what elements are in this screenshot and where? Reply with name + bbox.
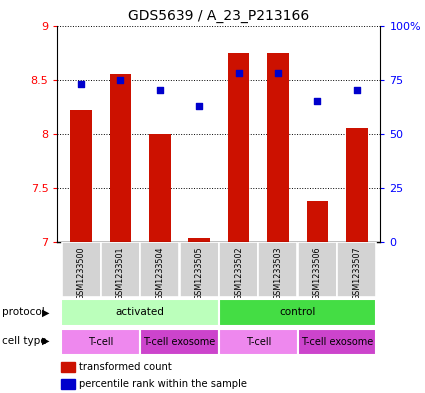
Bar bbox=[228, 53, 249, 242]
Bar bbox=[61, 378, 75, 389]
Text: T-cell: T-cell bbox=[88, 336, 113, 347]
Bar bbox=[70, 110, 92, 242]
Text: protocol: protocol bbox=[2, 307, 45, 318]
Text: GSM1233502: GSM1233502 bbox=[234, 247, 243, 300]
Text: GSM1233507: GSM1233507 bbox=[352, 247, 361, 300]
Text: activated: activated bbox=[116, 307, 164, 317]
FancyBboxPatch shape bbox=[219, 242, 258, 297]
Bar bbox=[306, 200, 328, 242]
Text: ▶: ▶ bbox=[42, 307, 49, 318]
Point bbox=[235, 70, 242, 76]
Point bbox=[117, 76, 124, 83]
Point bbox=[78, 81, 85, 87]
Bar bbox=[61, 362, 75, 372]
FancyBboxPatch shape bbox=[180, 242, 219, 297]
Text: GSM1233500: GSM1233500 bbox=[76, 247, 85, 300]
Text: GSM1233505: GSM1233505 bbox=[195, 247, 204, 300]
FancyBboxPatch shape bbox=[61, 299, 219, 326]
FancyBboxPatch shape bbox=[101, 242, 140, 297]
Text: transformed count: transformed count bbox=[79, 362, 172, 372]
Text: GSM1233506: GSM1233506 bbox=[313, 247, 322, 300]
Text: T-cell exosome: T-cell exosome bbox=[143, 336, 215, 347]
FancyBboxPatch shape bbox=[61, 329, 140, 354]
FancyBboxPatch shape bbox=[337, 242, 376, 297]
Text: cell type: cell type bbox=[2, 336, 47, 346]
Point bbox=[314, 98, 321, 104]
Text: control: control bbox=[280, 307, 316, 317]
Text: ▶: ▶ bbox=[42, 336, 49, 346]
Point bbox=[353, 87, 360, 94]
Bar bbox=[267, 53, 289, 242]
FancyBboxPatch shape bbox=[140, 329, 219, 354]
Text: GSM1233503: GSM1233503 bbox=[273, 247, 283, 300]
Text: GSM1233501: GSM1233501 bbox=[116, 247, 125, 300]
Point bbox=[275, 70, 281, 76]
Bar bbox=[110, 74, 131, 242]
Text: GSM1233504: GSM1233504 bbox=[155, 247, 164, 300]
FancyBboxPatch shape bbox=[298, 329, 377, 354]
FancyBboxPatch shape bbox=[140, 242, 179, 297]
Title: GDS5639 / A_23_P213166: GDS5639 / A_23_P213166 bbox=[128, 9, 309, 23]
Bar bbox=[346, 128, 368, 242]
Point bbox=[156, 87, 163, 94]
FancyBboxPatch shape bbox=[219, 329, 298, 354]
Bar bbox=[188, 239, 210, 242]
Text: T-cell: T-cell bbox=[246, 336, 271, 347]
FancyBboxPatch shape bbox=[258, 242, 297, 297]
FancyBboxPatch shape bbox=[219, 299, 377, 326]
Text: T-cell exosome: T-cell exosome bbox=[301, 336, 373, 347]
Bar bbox=[149, 134, 170, 242]
Text: percentile rank within the sample: percentile rank within the sample bbox=[79, 378, 247, 389]
Point bbox=[196, 102, 203, 108]
FancyBboxPatch shape bbox=[298, 242, 337, 297]
FancyBboxPatch shape bbox=[62, 242, 100, 297]
